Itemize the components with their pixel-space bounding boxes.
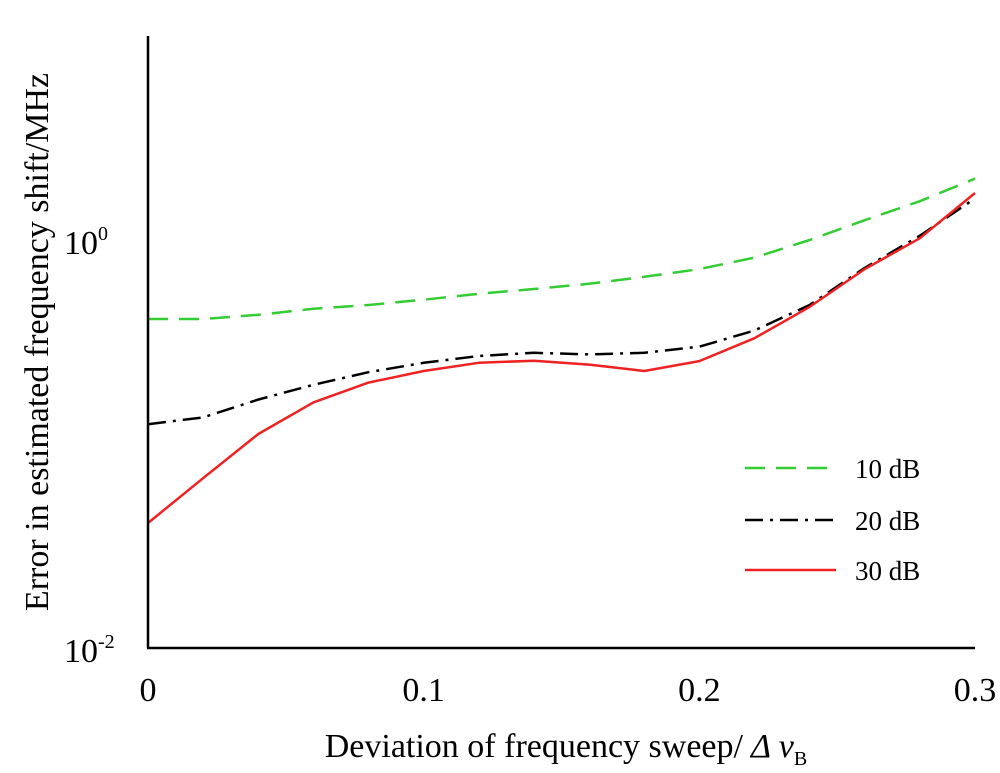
legend-label-3: 30 dB bbox=[855, 556, 920, 586]
legend: 10 dB 20 dB 30 dB bbox=[745, 454, 920, 586]
legend-label-1: 10 dB bbox=[855, 454, 920, 484]
x-tick-label: 0.2 bbox=[678, 672, 721, 709]
x-tick-label: 0.1 bbox=[402, 672, 445, 709]
series-line-3 bbox=[147, 192, 976, 524]
series-line-2 bbox=[147, 197, 976, 426]
x-tick-label: 0 bbox=[140, 672, 157, 709]
x-tick-labels: 0 0.1 0.2 0.3 bbox=[140, 672, 997, 709]
legend-label-2: 20 dB bbox=[855, 506, 920, 536]
y-tick-label: 10-2 bbox=[64, 631, 115, 670]
y-axis-label: Error in estimated frequency shift/MHz bbox=[19, 73, 56, 611]
x-tick-label: 0.3 bbox=[954, 672, 997, 709]
series-layer bbox=[147, 177, 976, 524]
y-tick-labels: 10-2 100 bbox=[64, 223, 115, 670]
series-line-1 bbox=[148, 177, 976, 321]
y-tick-label: 100 bbox=[64, 223, 108, 262]
x-axis-label: Deviation of frequency sweep/Δ νB bbox=[325, 728, 808, 770]
